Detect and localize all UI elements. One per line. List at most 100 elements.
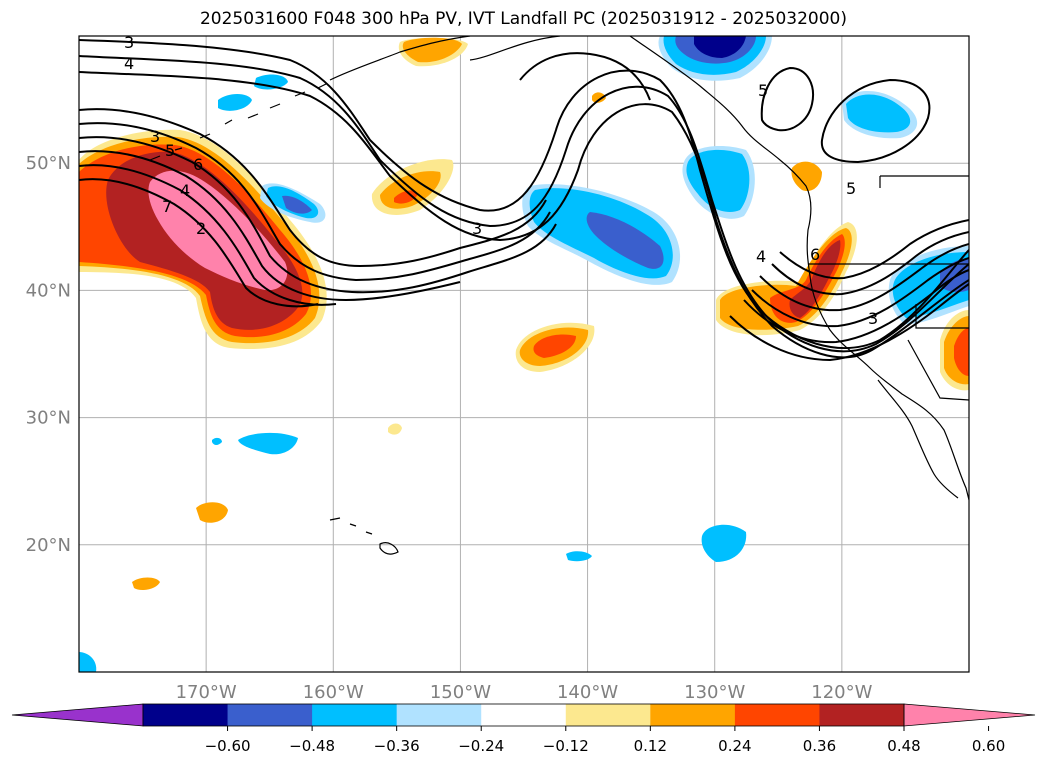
positive-anomaly-midocean-south-core: [533, 334, 576, 358]
lon-tick-label: 140°W: [557, 682, 618, 703]
lon-tick-label: 130°W: [684, 682, 745, 703]
pv-label: 4: [124, 54, 134, 73]
pv-contour-14: [771, 231, 969, 296]
colorbar-tick-label: 0.36: [803, 737, 836, 755]
canada-interior-border: [879, 175, 969, 188]
negative-anomaly-north-bc-deep: [694, 36, 746, 58]
negative-anomaly-hawaii-east: [701, 524, 747, 562]
positive-anomaly-alaska: [402, 37, 462, 63]
positive-anomaly-pnw: [720, 228, 852, 330]
negative-anomaly-npac-core: [586, 212, 664, 269]
colorbar-tick-label: 0.60: [972, 737, 1005, 755]
pv-contour-7: [79, 150, 461, 302]
lat-tick-label: 50°N: [26, 153, 71, 174]
pv-label: 5: [758, 81, 768, 100]
pv-contour-15: [779, 219, 969, 280]
positive-anomaly-wa-coast: [791, 161, 822, 192]
colorbar-extend-high: [903, 703, 1036, 727]
pv-contours: [79, 39, 969, 362]
positive-anomaly-midocean-north-red: [394, 190, 418, 204]
colorbar: −0.60 −0.48 −0.36 −0.24 −0.12 0.12 0.24 0.36 0.4…: [11, 703, 1036, 755]
pv-contour-2: [79, 55, 969, 353]
negative-anomaly-speck-e: [212, 437, 222, 445]
colorbar-segment: [819, 704, 905, 726]
colorbar-segment: [734, 704, 820, 726]
pv-contour-labels: 3 4 5 6 7 2 3 4 3 5 6 5 4 3: [124, 33, 878, 328]
colorbar-segment: [481, 704, 567, 726]
pv-contour-13: [759, 243, 969, 312]
pv-contour-closed-canada: [820, 78, 931, 164]
pv-label: 3: [124, 33, 134, 52]
colorbar-segment: [227, 704, 313, 726]
positive-anomaly-speck-d: [592, 92, 606, 103]
colorbar-segment: [565, 704, 651, 726]
pv-contour-6: [79, 136, 557, 294]
colorbar-tick-label: −0.48: [289, 737, 335, 755]
longitude-labels: 170°W 160°W 150°W 140°W 130°W 120°W: [176, 682, 873, 703]
colorbar-segment: [143, 704, 229, 726]
colorbar-tick-label: −0.60: [205, 737, 251, 755]
pv-contour-11: [743, 269, 969, 344]
pv-label: 3: [868, 309, 878, 328]
positive-anomaly-great-basin-core: [954, 328, 969, 376]
colorbar-tick-label: 0.12: [634, 737, 667, 755]
lon-tick-label: 170°W: [176, 682, 237, 703]
pv-contour-4: [79, 108, 547, 268]
hawaii-islands: [329, 517, 399, 555]
positive-anomaly-west-pink: [148, 170, 288, 291]
lat-tick-label: 20°N: [26, 535, 71, 556]
pv-label: 6: [193, 155, 203, 174]
colorbar-segment: [396, 704, 482, 726]
pv-contour-closed-bc: [760, 66, 814, 132]
colorbar-segment: [650, 704, 736, 726]
colorbar-frame: [142, 703, 905, 727]
map-frame: [78, 35, 970, 673]
colorbar-tick-label: 0.48: [887, 737, 920, 755]
negative-anomaly-corner: [79, 652, 97, 672]
pv-label: 5: [165, 141, 175, 160]
pv-contour-12: [751, 257, 969, 328]
graticule: [79, 36, 969, 672]
positive-anomaly-speck-c: [388, 423, 402, 435]
alaska-coast: [329, 36, 969, 501]
pv-label: 4: [180, 181, 190, 200]
latitude-labels: 20°N 30°N 40°N 50°N: [26, 153, 71, 556]
pv-contour-10: [729, 283, 969, 362]
positive-anomaly-small-b: [132, 577, 160, 590]
pv-label: 6: [810, 245, 820, 264]
pv-label: 7: [162, 197, 172, 216]
map-title: 2025031600 F048 300 hPa PV, IVT Landfall…: [199, 9, 847, 29]
positive-anomaly-small-a: [196, 502, 228, 523]
lon-tick-label: 160°W: [303, 682, 364, 703]
pv-contour-1: [79, 39, 969, 349]
pv-label: 3: [472, 219, 482, 238]
negative-anomaly-small-b: [566, 551, 592, 562]
pv-contour-top-arc: [519, 52, 651, 101]
pv-label: 5: [846, 179, 856, 198]
colorbar-segment: [312, 704, 398, 726]
negative-anomaly-aleutian-a: [218, 94, 252, 111]
pv-contour-9: [79, 178, 319, 308]
negative-anomaly-small-a: [238, 432, 298, 455]
pv-label: 4: [756, 247, 766, 266]
colorbar-extend-low: [11, 703, 144, 727]
pv-contour-8: [79, 164, 337, 306]
lon-tick-label: 120°W: [811, 682, 872, 703]
positive-anomaly-pnw-darkred: [789, 240, 841, 318]
colorbar-tick-label: −0.12: [543, 737, 589, 755]
pv-label: 2: [196, 219, 206, 238]
pc-shading: [79, 36, 969, 672]
pv-label: 3: [150, 127, 160, 146]
lon-tick-label: 150°W: [430, 682, 491, 703]
lat-tick-label: 30°N: [26, 408, 71, 429]
baja-coast: [877, 379, 959, 499]
pv-contour-3: [79, 71, 969, 359]
negative-anomaly-canada: [846, 94, 911, 133]
pv-contour-5: [79, 122, 551, 282]
colorbar-tick-label: −0.36: [374, 737, 420, 755]
lat-tick-label: 40°N: [26, 280, 71, 301]
colorbar-tick-label: 0.24: [718, 737, 751, 755]
negative-anomaly-gulf-alaska-west-deep: [282, 195, 312, 214]
colorbar-tick-label: −0.24: [458, 737, 504, 755]
